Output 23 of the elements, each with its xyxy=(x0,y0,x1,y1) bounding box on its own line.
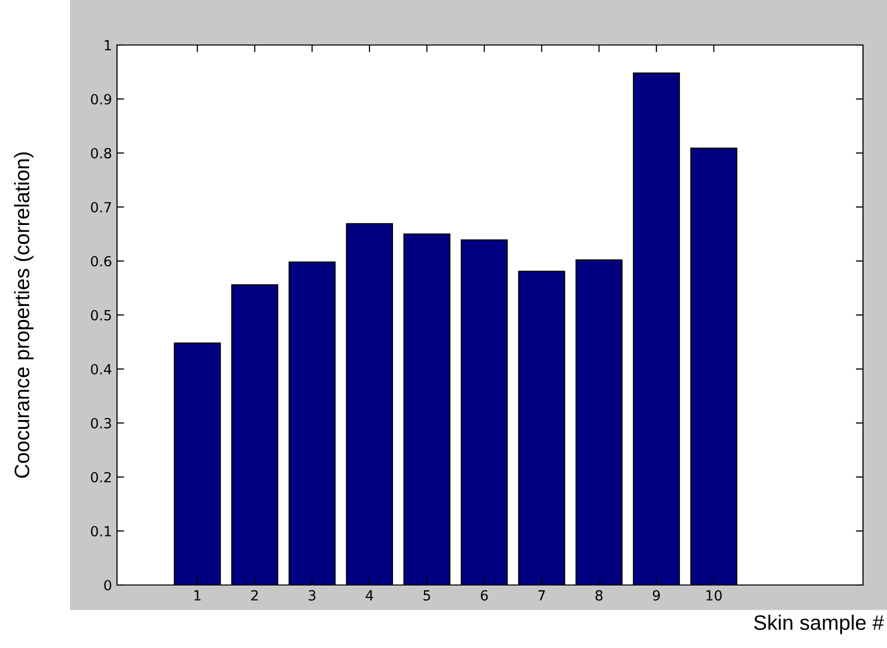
x-tick-label: 6 xyxy=(480,590,488,601)
y-tick-label: 0.6 xyxy=(90,256,112,266)
y-tick-label: 0.4 xyxy=(90,364,112,374)
x-tick-label: 10 xyxy=(706,590,722,601)
y-tick-label: 0 xyxy=(104,580,112,590)
y-axis-title: Coocurance properties (correlation) xyxy=(14,152,34,478)
y-tick-label: 0.5 xyxy=(90,310,111,320)
x-tick-label: 7 xyxy=(538,590,545,600)
x-tick-label: 8 xyxy=(596,590,602,601)
x-tick-label: 1 xyxy=(194,590,200,600)
y-tick-label: 0.2 xyxy=(90,472,111,482)
x-tick-label: 2 xyxy=(251,590,258,600)
y-tick-label: 1 xyxy=(104,40,111,50)
x-tick-label: 4 xyxy=(366,590,374,600)
x-tick-label: 3 xyxy=(308,590,316,601)
y-tick-label: 0.7 xyxy=(90,202,111,212)
y-tick-label: 0.1 xyxy=(90,526,111,536)
x-tick-label: 5 xyxy=(424,590,430,601)
y-tick-label: 0.8 xyxy=(90,148,112,158)
x-tick-label: 9 xyxy=(652,590,660,601)
y-tick-label: 0.9 xyxy=(90,94,112,104)
x-axis-title: Skin sample # xyxy=(754,614,884,634)
y-tick-label: 0.3 xyxy=(90,418,112,428)
